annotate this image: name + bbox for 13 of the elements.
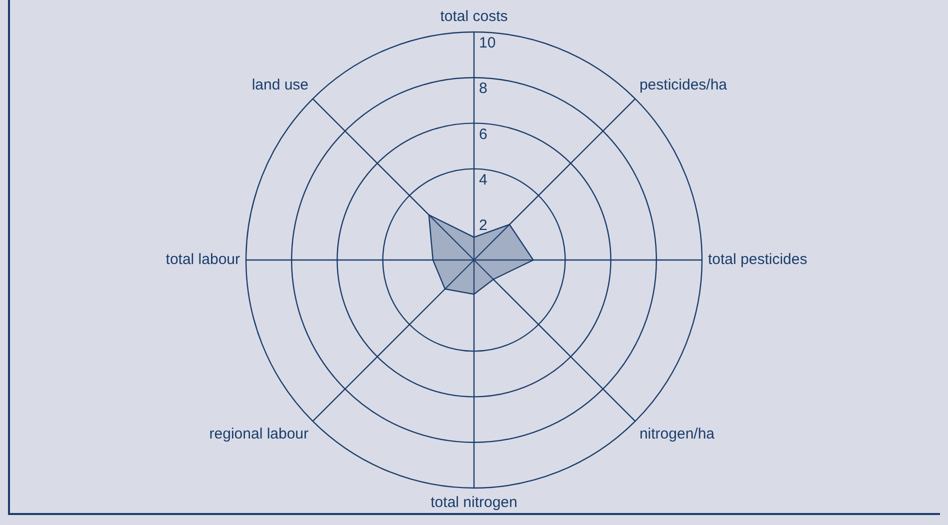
y-tick-label: 10 — [479, 34, 496, 52]
y-tick-label: 4 — [479, 171, 488, 188]
spoke-label: regional labour — [209, 426, 309, 443]
spoke-label: total labour — [166, 251, 240, 268]
spoke-label: total pesticides — [708, 251, 808, 268]
y-tick-label: 8 — [479, 80, 488, 98]
y-tick-label: 6 — [479, 126, 488, 143]
spoke-label: land use — [252, 76, 309, 94]
y-tick-label: 2 — [479, 217, 488, 234]
spoke-label: nitrogen/ha — [639, 426, 716, 443]
spoke-label: total nitrogen — [430, 494, 518, 512]
spoke-label: total costs — [440, 8, 508, 26]
spoke-label: pesticides/ha — [639, 76, 728, 94]
